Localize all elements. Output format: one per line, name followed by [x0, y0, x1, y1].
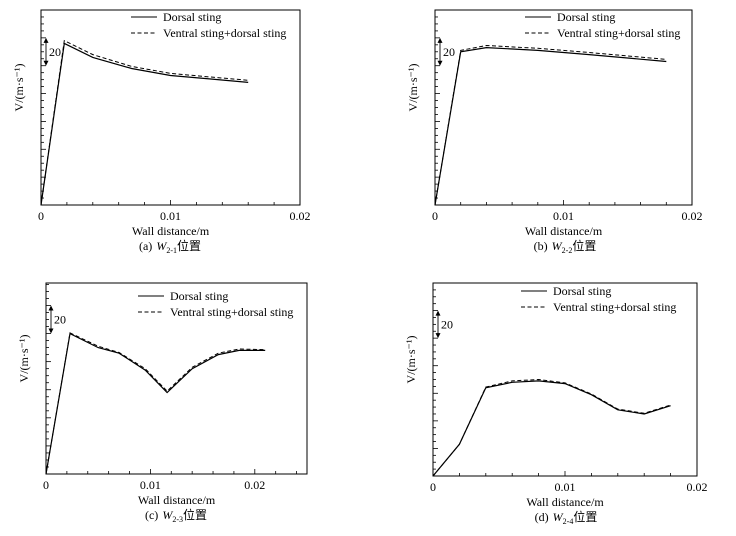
caption-suffix: 位置: [183, 507, 207, 522]
series-line-ventral-dorsal: [434, 44, 667, 206]
arrow-down-icon: [437, 60, 443, 66]
x-axis-label: Wall distance/m: [526, 495, 604, 509]
scale-bar-label: 20: [49, 45, 61, 59]
y-axis-label: V/(m·s⁻¹): [17, 335, 31, 383]
caption-suffix: 位置: [177, 238, 201, 253]
caption-subscript: 2-2: [562, 246, 573, 255]
x-tick-label: 0.02: [682, 209, 703, 223]
plot-frame: [45, 282, 308, 475]
legend-label: Ventral sting+dorsal sting: [557, 26, 680, 40]
panel-caption: (a) W2-1位置: [139, 238, 201, 255]
series-line-ventral-dorsal: [45, 332, 266, 475]
y-axis-label: V/(m·s⁻¹): [12, 64, 26, 112]
series-line-ventral-dorsal: [40, 39, 249, 206]
x-axis-label: Wall distance/m: [132, 224, 210, 238]
x-tick-label: 0.01: [140, 478, 161, 492]
series-line-dorsal: [432, 380, 671, 477]
legend-label: Ventral sting+dorsal sting: [170, 305, 293, 319]
arrow-down-icon: [48, 328, 54, 334]
series-line-dorsal: [45, 332, 266, 475]
caption-subscript: 2-3: [172, 515, 183, 524]
caption-suffix: 位置: [573, 509, 597, 524]
x-axis-label: Wall distance/m: [525, 224, 603, 238]
chart-panel-b: 0 0.01 0.02 Wall distance/m V/(m·s⁻¹) (b) W2-2…: [406, 9, 703, 255]
caption-label: (d): [535, 510, 549, 524]
caption-variable: W: [553, 510, 564, 524]
legend-label: Dorsal sting: [170, 289, 228, 303]
x-tick-label: 0.02: [290, 209, 311, 223]
x-tick-label: 0: [43, 478, 49, 492]
x-tick-label: 0.02: [244, 478, 265, 492]
legend-label: Dorsal sting: [553, 284, 611, 298]
chart-panel-c: 0 0.01 0.02 Wall distance/m V/(m·s⁻¹) (c) W2-3…: [17, 282, 308, 524]
y-axis-label: V/(m·s⁻¹): [406, 64, 420, 112]
caption-subscript: 2-4: [563, 517, 574, 526]
arrow-down-icon: [435, 333, 441, 339]
caption-suffix: 位置: [572, 238, 596, 253]
scale-bar-label: 20: [441, 317, 453, 331]
scale-bar-label: 20: [54, 313, 66, 327]
caption-label: (a): [139, 239, 152, 253]
legend-label: Ventral sting+dorsal sting: [553, 300, 676, 314]
x-tick-label: 0: [430, 480, 436, 494]
caption-label: (c): [145, 508, 158, 522]
x-tick-label: 0: [38, 209, 44, 223]
x-axis-label: Wall distance/m: [138, 493, 216, 507]
x-tick-label: 0.01: [555, 480, 576, 494]
legend-label: Ventral sting+dorsal sting: [163, 26, 286, 40]
series-line-dorsal: [434, 46, 667, 206]
arrow-up-icon: [43, 37, 49, 43]
arrow-up-icon: [48, 305, 54, 311]
series-line-ventral-dorsal: [432, 378, 671, 477]
caption-variable: W: [156, 239, 167, 253]
chart-panel-d: 0 0.01 0.02 Wall distance/m V/(m·s⁻¹) (d) W2-4…: [404, 282, 708, 526]
panel-caption: (d) W2-4位置: [535, 509, 598, 526]
x-tick-label: 0: [432, 209, 438, 223]
panel-caption: (b) W2-2位置: [534, 238, 597, 255]
series-line-dorsal: [40, 42, 249, 206]
arrow-up-icon: [435, 310, 441, 316]
x-tick-label: 0.01: [160, 209, 181, 223]
y-axis-label: V/(m·s⁻¹): [404, 336, 418, 384]
legend-label: Dorsal sting: [163, 10, 221, 24]
caption-variable: W: [162, 508, 173, 522]
x-tick-label: 0.01: [553, 209, 574, 223]
chart-panel-a: 0 0.01 0.02 Wall distance/m V/(m·s⁻¹) (a) W2-1…: [12, 9, 311, 255]
panel-caption: (c) W2-3位置: [145, 507, 207, 524]
legend-label: Dorsal sting: [557, 10, 615, 24]
caption-subscript: 2-1: [166, 246, 177, 255]
arrow-down-icon: [43, 60, 49, 66]
x-tick-label: 0.02: [687, 480, 708, 494]
caption-label: (b): [534, 239, 548, 253]
caption-variable: W: [552, 239, 563, 253]
scale-bar-label: 20: [443, 45, 455, 59]
arrow-up-icon: [437, 37, 443, 43]
